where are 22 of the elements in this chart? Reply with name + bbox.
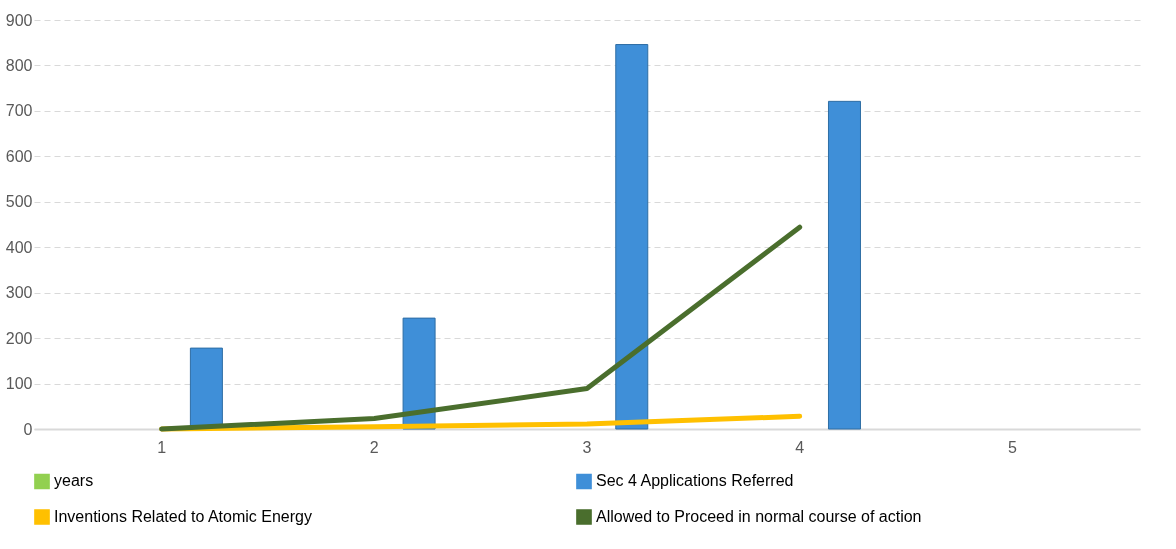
x-tick-label: 5 bbox=[1007, 438, 1017, 456]
y-tick-label: 300 bbox=[5, 284, 33, 302]
bar bbox=[827, 100, 861, 430]
y-tick-label: 700 bbox=[5, 102, 33, 120]
y-tick-label: 500 bbox=[5, 193, 33, 211]
legend-label: years bbox=[54, 472, 94, 490]
y-tick-label: 100 bbox=[5, 375, 33, 393]
y-tick-label: 800 bbox=[5, 56, 33, 74]
bar bbox=[615, 44, 649, 430]
x-tick-label: 3 bbox=[582, 438, 592, 456]
bar bbox=[402, 317, 436, 430]
y-tick-label: 0 bbox=[23, 420, 33, 438]
y-tick-label: 600 bbox=[5, 147, 33, 165]
y-tick-label: 900 bbox=[5, 11, 33, 29]
y-tick-label: 400 bbox=[5, 238, 33, 256]
legend-label: Allowed to Proceed in normal course of action bbox=[596, 508, 922, 525]
x-tick-label: 1 bbox=[157, 438, 167, 456]
x-tick-label: 4 bbox=[795, 438, 805, 456]
legend-label: Inventions Related to Atomic Energy bbox=[54, 508, 312, 525]
legend-label: Sec 4 Applications Referred bbox=[596, 472, 794, 490]
x-tick-label: 2 bbox=[369, 438, 379, 456]
y-tick-label: 200 bbox=[5, 329, 33, 347]
